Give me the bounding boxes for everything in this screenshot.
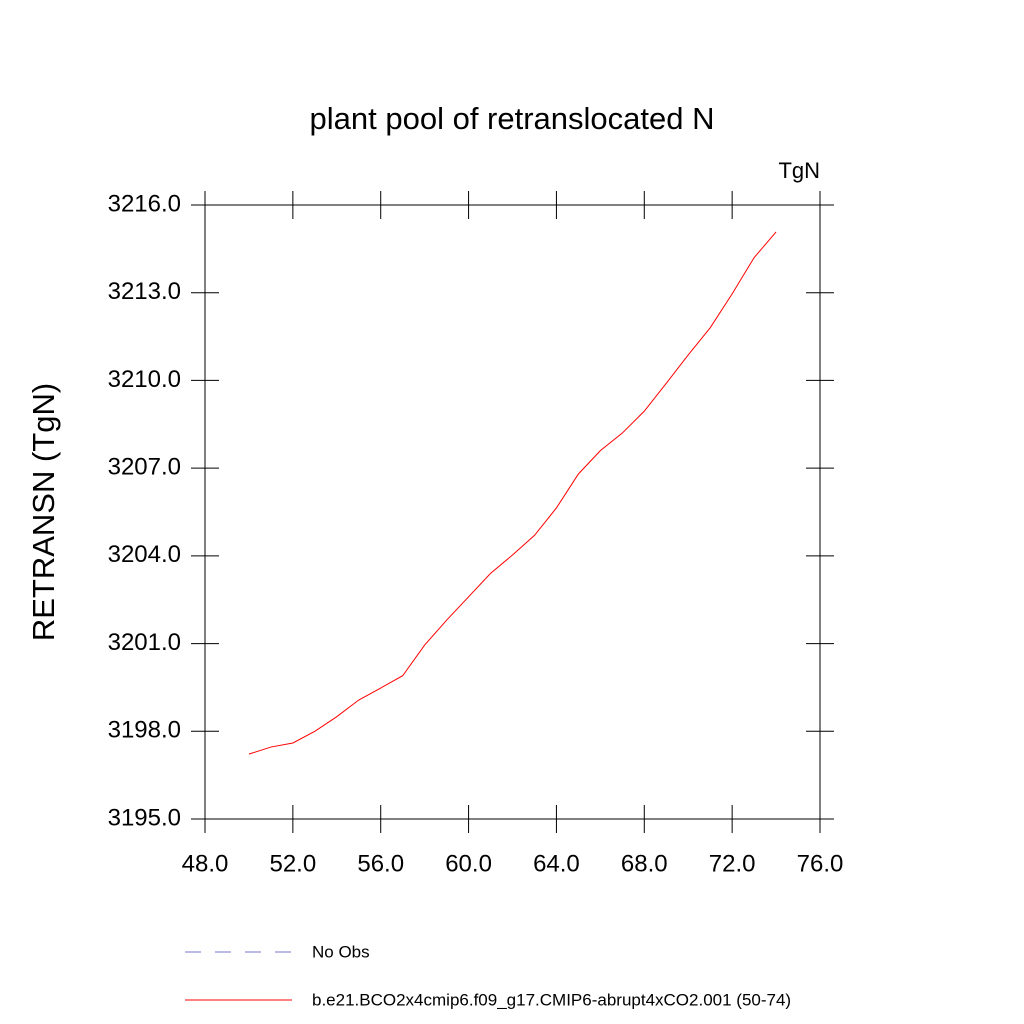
x-tick-label: 56.0 <box>357 850 404 877</box>
legend-label: b.e21.BCO2x4cmip6.f09_g17.CMIP6-abrupt4x… <box>312 990 791 1009</box>
x-tick-label: 68.0 <box>621 850 668 877</box>
data-line <box>248 231 777 755</box>
units-label: TgN <box>778 158 820 183</box>
y-tick-label: 3201.0 <box>108 629 181 656</box>
y-tick-label: 3204.0 <box>108 541 181 568</box>
y-tick-label: 3207.0 <box>108 453 181 480</box>
y-tick-label: 3198.0 <box>108 717 181 744</box>
y-tick-label: 3210.0 <box>108 366 181 393</box>
y-tick-label: 3216.0 <box>108 190 181 217</box>
x-tick-label: 60.0 <box>445 850 492 877</box>
x-tick-label: 48.0 <box>182 850 229 877</box>
y-tick-label: 3195.0 <box>108 804 181 831</box>
chart-title: plant pool of retranslocated N <box>310 101 715 136</box>
plot-frame <box>204 204 821 820</box>
legend-label: No Obs <box>312 942 370 961</box>
y-axis-label: RETRANSN (TgN) <box>26 383 61 641</box>
x-tick-label: 64.0 <box>533 850 580 877</box>
x-tick-label: 72.0 <box>709 850 756 877</box>
x-tick-label: 76.0 <box>797 850 844 877</box>
y-tick-label: 3213.0 <box>108 278 181 305</box>
x-tick-label: 52.0 <box>269 850 316 877</box>
